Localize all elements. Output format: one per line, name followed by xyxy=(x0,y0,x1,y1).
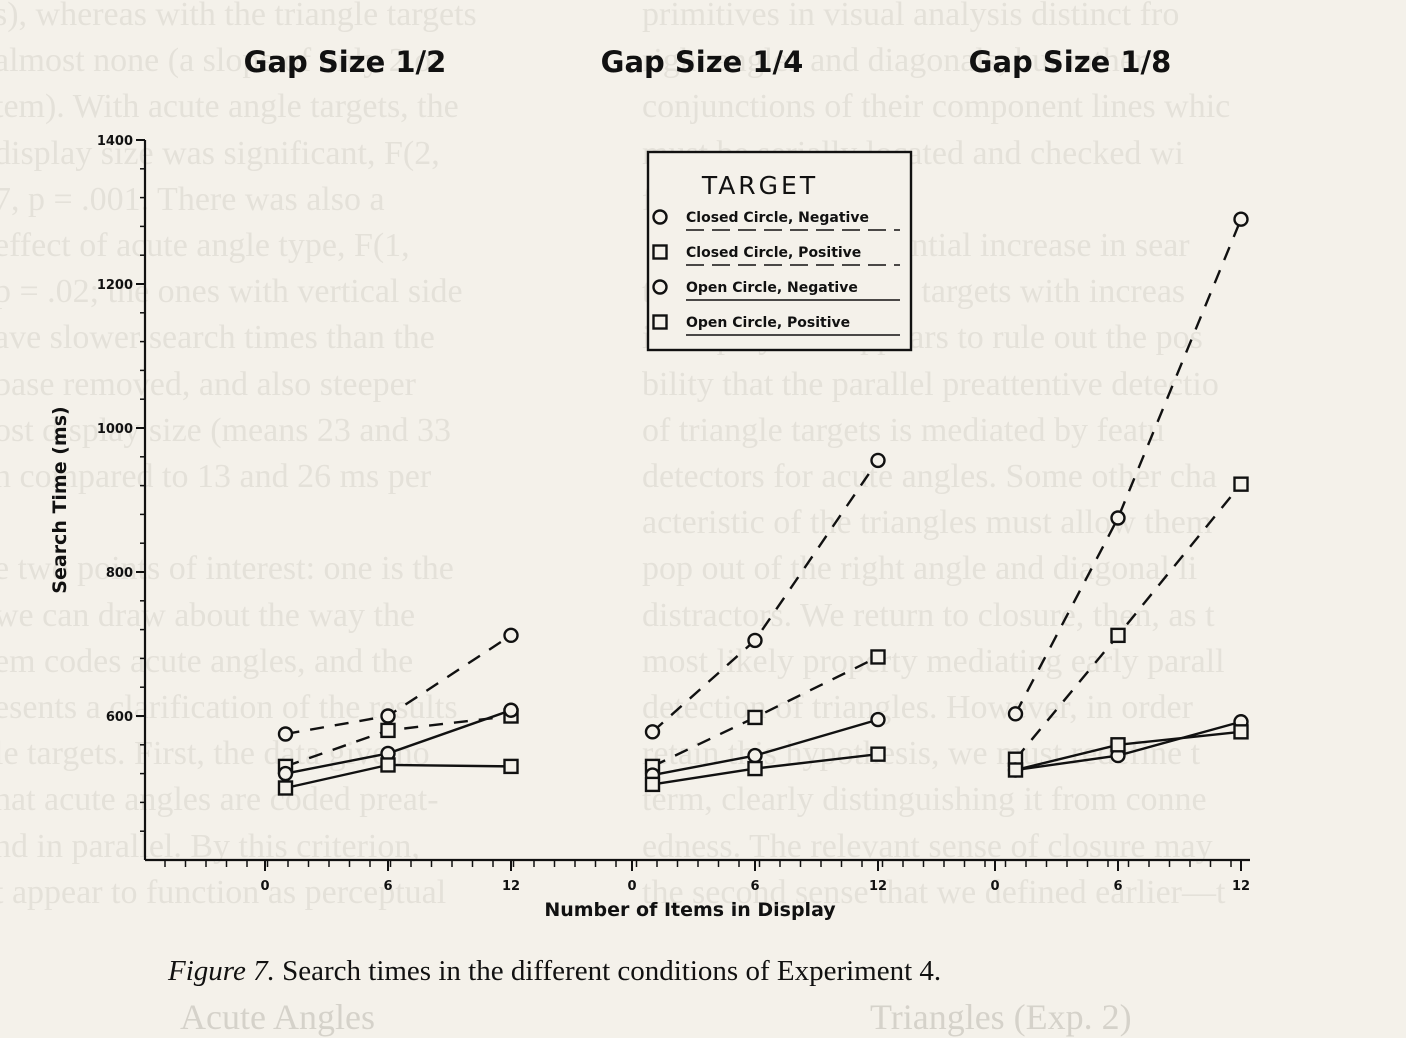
data-point xyxy=(644,724,661,740)
data-point xyxy=(1233,476,1249,492)
data-point xyxy=(277,726,294,742)
y-axis-label: Search Time (ms) xyxy=(49,406,71,593)
data-point xyxy=(1110,627,1126,644)
bottom-left-heading: Acute Angles xyxy=(180,997,375,1037)
data-point xyxy=(277,765,294,782)
panel-title: Gap Size 1/8 xyxy=(969,45,1172,79)
data-point xyxy=(1007,762,1024,778)
series-line xyxy=(651,655,879,768)
axes: 1400 1200 1000 800 600 0 6 12 Gap Size 1/2 0 6 12 Ga… xyxy=(49,45,1250,921)
data-point xyxy=(503,627,519,644)
data-point xyxy=(380,757,396,773)
series-line xyxy=(1014,483,1242,760)
data-point xyxy=(870,649,886,665)
y-tick-label: 800 xyxy=(106,566,133,581)
data-point xyxy=(1110,737,1126,753)
x-tick-label: 0 xyxy=(260,879,269,894)
panel-title: Gap Size 1/4 xyxy=(601,45,804,79)
bottom-right-heading: Triangles (Exp. 2) xyxy=(870,997,1132,1037)
data-point xyxy=(870,711,886,728)
series-line xyxy=(1014,218,1243,715)
figure-caption: Figure 7. Search times in the different … xyxy=(168,955,941,988)
legend-label: Open Circle, Positive xyxy=(686,315,850,331)
x-tick-label: 12 xyxy=(1232,879,1250,894)
data-point xyxy=(277,780,294,796)
data-point xyxy=(644,776,661,793)
y-tick-label: 1000 xyxy=(97,422,133,437)
legend-marker xyxy=(652,279,668,295)
legend-marker xyxy=(652,209,668,225)
caption-text: Search times in the different conditions… xyxy=(274,955,942,987)
series-line xyxy=(651,459,879,733)
data-point xyxy=(1110,510,1126,526)
data-point xyxy=(1233,724,1249,740)
x-axis-label: Number of Items in Display xyxy=(544,899,836,921)
x-tick-label: 0 xyxy=(627,879,636,894)
series-line xyxy=(285,763,512,790)
data-point xyxy=(747,709,763,726)
data-point xyxy=(1007,706,1024,722)
data-point xyxy=(870,452,886,469)
x-tick-label: 12 xyxy=(869,879,887,894)
y-tick-label: 1400 xyxy=(97,134,133,149)
legend-label: Closed Circle, Negative xyxy=(686,210,869,226)
legend: TARGET Closed Circle, Negative Closed Circ… xyxy=(646,150,913,352)
legend-label: Open Circle, Negative xyxy=(686,280,858,296)
legend-marker xyxy=(652,244,668,260)
legend-marker xyxy=(652,314,668,330)
background-bottom-text: Acute Angles Triangles (Exp. 2) xyxy=(180,996,1132,1038)
y-tick-label: 1200 xyxy=(97,278,133,293)
x-tick-label: 6 xyxy=(383,879,392,894)
x-tick-label: 12 xyxy=(502,879,520,894)
data-point xyxy=(503,702,519,718)
data-point xyxy=(380,708,396,724)
panel-title: Gap Size 1/2 xyxy=(244,45,447,79)
x-tick-label: 0 xyxy=(990,879,999,894)
data-point xyxy=(1233,211,1249,227)
legend-title: TARGET xyxy=(701,171,818,200)
data-point xyxy=(503,758,519,775)
x-tick-label: 6 xyxy=(750,879,759,894)
series-layer xyxy=(277,211,1249,796)
legend-box xyxy=(646,150,913,352)
data-point xyxy=(870,746,886,762)
legend-label: Closed Circle, Positive xyxy=(686,245,861,261)
data-point xyxy=(747,760,763,777)
figure-label: Figure 7. xyxy=(168,955,275,987)
series-line xyxy=(285,634,512,736)
data-point xyxy=(380,722,396,739)
series-line xyxy=(285,714,512,768)
x-tick-label: 6 xyxy=(1113,879,1122,894)
data-point xyxy=(747,747,763,764)
y-tick-label: 600 xyxy=(106,710,133,725)
data-point xyxy=(747,632,763,649)
